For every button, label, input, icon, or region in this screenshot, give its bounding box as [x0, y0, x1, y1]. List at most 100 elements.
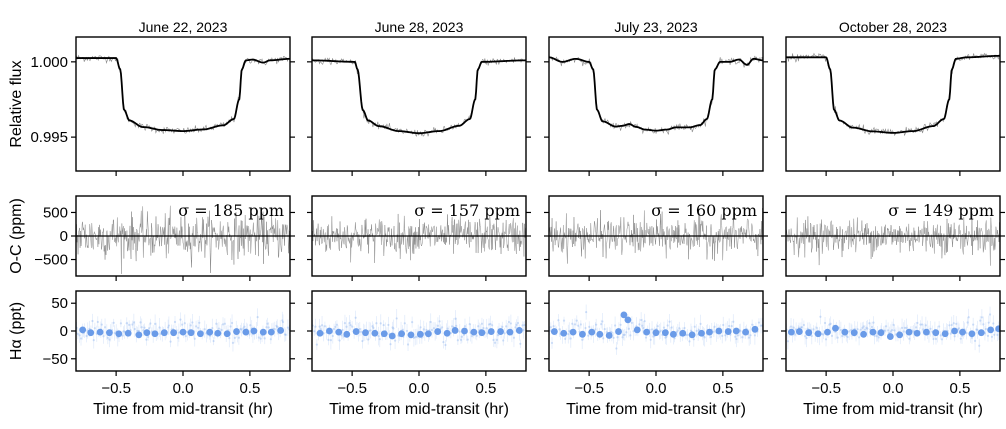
- sigma-annotation: σ = 160 ppm: [651, 201, 757, 220]
- halpha-bin-point: [96, 328, 104, 336]
- x-axis-label: Time from mid-transit (hr): [566, 401, 746, 418]
- halpha-bin-point: [923, 328, 930, 336]
- halpha-bin-point: [596, 330, 604, 338]
- flux-data-series: [76, 54, 290, 134]
- x-tick-label: −0.5: [574, 380, 604, 397]
- residuals-y-tick-label: −500: [34, 252, 68, 269]
- halpha-bin-point: [398, 330, 406, 338]
- residuals-y-axis-label: O-C (ppm): [8, 198, 25, 274]
- halpha-bin-point: [795, 328, 803, 335]
- halpha-bin-point: [652, 329, 660, 337]
- flux-y-tick-label: 0.995: [30, 129, 68, 146]
- halpha-bin-point: [951, 327, 958, 335]
- halpha-bin-point: [987, 326, 995, 334]
- x-tick-label: 0.5: [712, 380, 733, 397]
- x-axis-label: Time from mid-transit (hr): [329, 401, 509, 418]
- flux-model-line: [76, 57, 290, 132]
- halpha-y-tick-label: 50: [51, 295, 68, 312]
- flux-y-tick-label: 1.000: [30, 54, 68, 71]
- halpha-bin-point: [506, 328, 514, 336]
- sigma-annotation: σ = 149 ppm: [888, 201, 994, 220]
- halpha-y-tick-label: 0: [60, 323, 68, 340]
- x-tick-label: 0.5: [239, 380, 260, 397]
- halpha-bin-point: [106, 329, 113, 337]
- residuals-y-tick-label: 500: [43, 204, 68, 221]
- halpha-bin-point: [814, 330, 822, 338]
- halpha-bin-point: [487, 328, 495, 335]
- halpha-bin-point: [196, 330, 204, 338]
- halpha-bin-point: [135, 331, 143, 339]
- halpha-bin-point: [407, 331, 415, 339]
- halpha-bin-point: [316, 329, 324, 337]
- halpha-panel-1-data: [76, 308, 290, 352]
- x-axis-label: Time from mid-transit (hr): [803, 401, 983, 418]
- residuals-series: [549, 208, 763, 264]
- x-tick-label: 0.0: [409, 380, 430, 397]
- halpha-bin-point: [579, 330, 586, 338]
- panel-title: June 22, 2023: [139, 19, 228, 35]
- x-tick-label: −0.5: [101, 380, 131, 397]
- axes-layer: [71, 36, 1005, 376]
- halpha-y-axis-label: Hα (ppt): [8, 302, 25, 360]
- halpha-bin-point: [715, 327, 723, 335]
- halpha-bin-point: [434, 328, 442, 335]
- flux-panel-4-data: [786, 52, 1000, 137]
- halpha-bin-point: [787, 328, 795, 336]
- halpha-panel-3-data: [549, 304, 763, 355]
- halpha-bin-point: [325, 327, 333, 335]
- halpha-bin-point: [569, 328, 577, 336]
- halpha-bin-point: [187, 329, 195, 337]
- halpha-bin-point: [371, 329, 379, 337]
- residuals-y-tick-label: 0: [60, 228, 68, 245]
- flux-model-line: [786, 54, 1000, 134]
- halpha-panel-2-data: [312, 309, 526, 352]
- halpha-bin-point: [850, 329, 858, 337]
- halpha-bin-point: [497, 328, 504, 335]
- halpha-bin-point: [706, 328, 713, 336]
- halpha-bin-point: [214, 329, 222, 337]
- flux-panel-3-data: [549, 54, 763, 135]
- panel-title: June 28, 2023: [375, 19, 464, 35]
- x-tick-label: 0.0: [883, 380, 904, 397]
- halpha-bin-point: [277, 327, 285, 334]
- halpha-bin-point: [732, 327, 740, 335]
- halpha-bin-point: [124, 329, 132, 337]
- flux-data-series: [549, 54, 763, 135]
- halpha-bin-point: [742, 328, 750, 336]
- halpha-bin-point: [860, 330, 867, 338]
- flux-data-series: [786, 52, 1000, 137]
- halpha-bin-point: [343, 330, 351, 338]
- halpha-bin-point: [588, 328, 596, 336]
- flux-model-line: [312, 59, 526, 135]
- flux-panel-3-frame: [548, 36, 764, 172]
- x-tick-label: 0.5: [475, 380, 496, 397]
- halpha-bin-point: [959, 328, 966, 336]
- halpha-bin-point: [233, 328, 240, 335]
- data-layer: [76, 52, 1000, 355]
- halpha-bin-point: [679, 329, 687, 337]
- halpha-bin-point: [87, 329, 95, 337]
- halpha-bin-point: [352, 328, 360, 335]
- halpha-bin-point: [160, 329, 168, 337]
- halpha-bin-point: [380, 330, 388, 338]
- x-tick-label: 0.5: [949, 380, 970, 397]
- halpha-bin-point: [335, 328, 343, 336]
- halpha-bin-point: [661, 329, 669, 337]
- halpha-bin-point: [615, 328, 622, 335]
- flux-y-axis-label: Relative flux: [8, 60, 25, 147]
- x-tick-label: 0.0: [646, 380, 667, 397]
- halpha-bin-point: [443, 329, 451, 337]
- flux-model-line: [549, 56, 763, 132]
- residuals-series: [312, 213, 526, 263]
- halpha-bin-point: [724, 328, 732, 335]
- sigma-annotation: σ = 157 ppm: [414, 201, 520, 220]
- panel-title: July 23, 2023: [614, 19, 697, 35]
- halpha-bin-point: [250, 327, 258, 335]
- halpha-bin-point: [995, 325, 1000, 333]
- halpha-bin-point: [624, 316, 632, 324]
- halpha-bin-point: [620, 311, 628, 319]
- halpha-bin-point: [886, 333, 894, 340]
- halpha-bin-point: [896, 331, 904, 339]
